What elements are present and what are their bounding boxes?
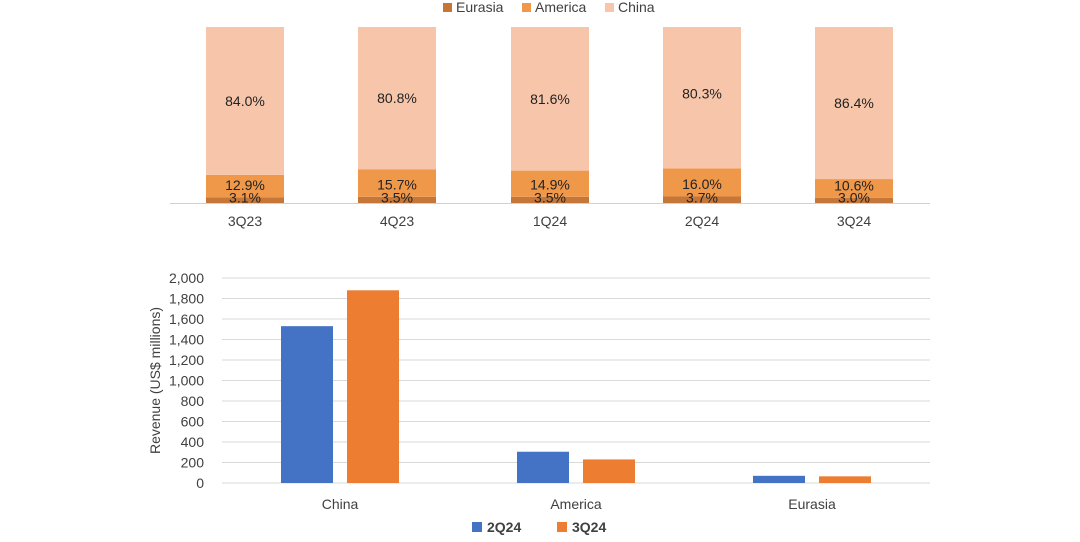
data-label-2q24-america: 16.0%: [682, 176, 722, 192]
bar-1q24-america: [511, 170, 589, 197]
x-tick-label-1q24: 1Q24: [533, 213, 567, 229]
x-tick-label-china: China: [322, 496, 359, 512]
y-tick-label-1-800: 1,800: [169, 291, 204, 307]
data-label-1q24-china: 81.6%: [530, 91, 570, 107]
bar-2q24-eurasia: [663, 196, 741, 203]
bar-china-2q24: [281, 326, 333, 483]
y-tick-label-400: 400: [181, 434, 205, 450]
bar-2q24-china: [663, 27, 741, 169]
legend-swatch-3q24: [557, 522, 567, 532]
legend-label-america: America: [535, 0, 587, 15]
data-label-1q24-america: 14.9%: [530, 177, 570, 193]
bar-3q24-china: [815, 27, 893, 180]
data-label-3q23-america: 12.9%: [225, 177, 265, 193]
bar-3q23-china: [206, 27, 284, 175]
bar-4q23-america: [358, 169, 436, 197]
bar-america-2q24: [517, 451, 569, 483]
bar-4q23-eurasia: [358, 196, 436, 203]
data-label-3q23-china: 84.0%: [225, 93, 265, 109]
y-tick-label-0: 0: [196, 475, 204, 491]
x-tick-label-3q24: 3Q24: [837, 213, 871, 229]
bar-1q24-eurasia: [511, 196, 589, 203]
y-tick-label-1-400: 1,400: [169, 332, 204, 348]
legend-label-china: China: [618, 0, 655, 15]
data-label-1q24-eurasia: 3.5%: [534, 190, 566, 206]
data-label-3q24-china: 86.4%: [834, 95, 874, 111]
data-label-2q24-eurasia: 3.7%: [686, 190, 718, 206]
x-tick-label-3q23: 3Q23: [228, 213, 262, 229]
x-tick-label-2q24: 2Q24: [685, 213, 719, 229]
data-label-3q24-america: 10.6%: [834, 177, 874, 193]
y-tick-label-600: 600: [181, 414, 205, 430]
legend-label-eurasia: Eurasia: [456, 0, 504, 15]
stacked-share-chart: Eurasia America China 3.1%12.9% 84.0% 3Q23 3.5…: [170, 0, 930, 229]
legend-label-3q24: 3Q24: [572, 519, 606, 535]
y-tick-label-1-600: 1,600: [169, 311, 204, 327]
bar-china-3q24: [347, 290, 399, 483]
y-tick-label-1-200: 1,200: [169, 352, 204, 368]
y-axis-title: Revenue (US$ millions): [147, 307, 163, 454]
bar-3q24-america: [815, 179, 893, 198]
data-label-4q23-eurasia: 3.5%: [381, 190, 413, 206]
legend-swatch-2q24: [472, 522, 482, 532]
y-tick-label-800: 800: [181, 393, 205, 409]
bar-3q23-eurasia: [206, 197, 284, 203]
bar-america-3q24: [583, 459, 635, 483]
legend-swatch-eurasia: [443, 3, 452, 12]
bar-1q24-china: [511, 27, 589, 171]
data-label-4q23-america: 15.7%: [377, 177, 417, 193]
bar-eurasia-3q24: [819, 476, 871, 483]
data-label-3q24-eurasia: 3.0%: [838, 190, 870, 206]
bar-3q23-america: [206, 174, 284, 198]
bar-eurasia-2q24: [753, 475, 805, 483]
x-tick-label-eurasia: Eurasia: [788, 496, 836, 512]
y-tick-label-2-000: 2,000: [169, 270, 204, 286]
legend-label-2q24: 2Q24: [487, 519, 521, 535]
legend-swatch-china: [605, 3, 614, 12]
revenue-by-region-chart: 0 200 400 600 800 1,000 1,200 1,400 1,600 1,800 2,…: [147, 270, 930, 535]
legend-swatch-america: [522, 3, 531, 12]
bar-2q24-america: [663, 168, 741, 197]
data-label-4q23-china: 80.8%: [377, 90, 417, 106]
data-label-3q23-eurasia: 3.1%: [229, 190, 261, 206]
y-tick-label-200: 200: [181, 455, 205, 471]
bar-3q24-eurasia: [815, 197, 893, 203]
x-tick-label-4q23: 4Q23: [380, 213, 414, 229]
data-label-2q24-china: 80.3%: [682, 86, 722, 102]
bar-4q23-china: [358, 27, 436, 170]
y-tick-label-1-000: 1,000: [169, 373, 204, 389]
x-tick-label-america: America: [550, 496, 602, 512]
